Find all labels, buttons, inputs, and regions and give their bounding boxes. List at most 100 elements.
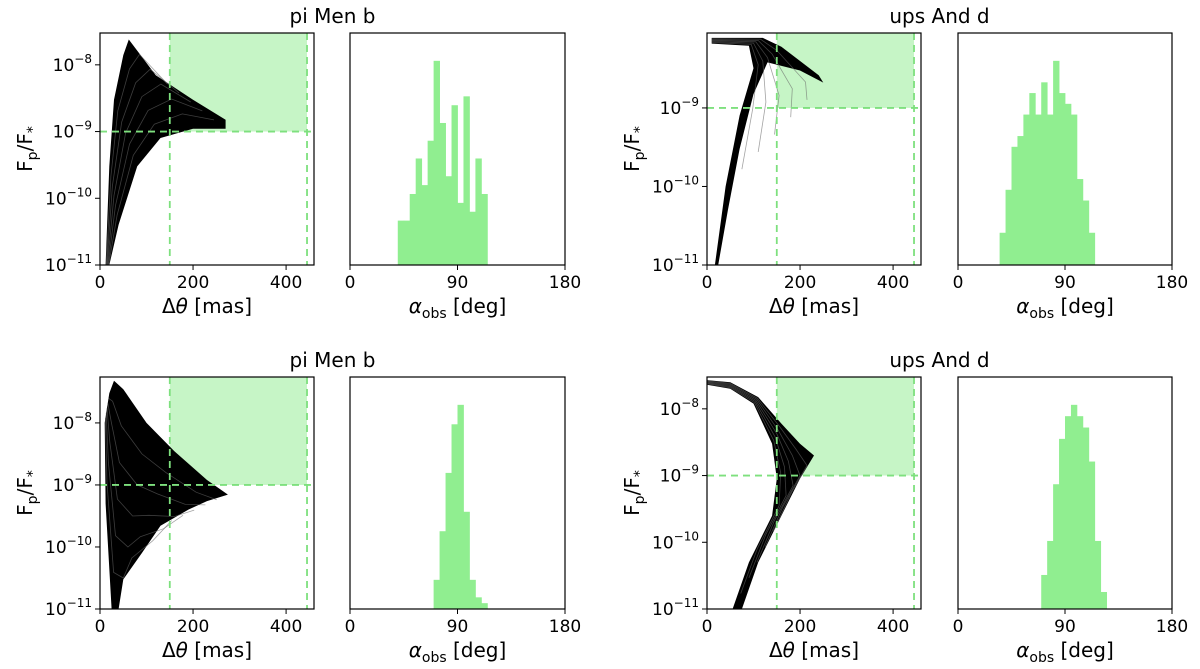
track-line bbox=[707, 383, 782, 594]
y-tick-label: 10−9 bbox=[53, 119, 92, 143]
x-tick-label: 0 bbox=[702, 273, 713, 293]
x-tick-label: 200 bbox=[784, 617, 816, 637]
track-line bbox=[106, 68, 180, 265]
y-tick-label: 10−11 bbox=[45, 596, 92, 620]
track-line bbox=[711, 42, 759, 170]
track-line bbox=[711, 39, 793, 118]
hist-bar bbox=[445, 472, 452, 609]
hist-bar bbox=[445, 176, 452, 265]
x-tick-label: 0 bbox=[345, 273, 356, 293]
x-tick-label: 180 bbox=[549, 273, 581, 293]
x-axis-label: Δθ [mas] bbox=[769, 294, 859, 318]
hist-bar bbox=[475, 597, 482, 609]
track-line bbox=[711, 41, 767, 152]
scatter-panel-0: 0 200 400 10−8 10−9 10−10 10−11 Δθ [mas] Fp/F* bbox=[13, 32, 315, 318]
y-tick-label: 10−11 bbox=[652, 596, 699, 620]
track-line bbox=[108, 397, 217, 501]
hist-bar bbox=[1065, 103, 1072, 266]
histogram-panel-3: 0 90 180 αobs [deg] bbox=[953, 376, 1188, 666]
y-tick-label: 10−10 bbox=[45, 534, 92, 558]
hist-bar bbox=[397, 220, 405, 265]
axes-frame bbox=[706, 32, 922, 266]
hist-bar bbox=[1088, 461, 1096, 609]
x-axis-label: αobs [deg] bbox=[409, 638, 507, 666]
x-axis-label: αobs [deg] bbox=[1016, 638, 1114, 666]
hist-bar bbox=[421, 185, 429, 265]
x-axis-label: Δθ [mas] bbox=[162, 638, 252, 662]
x-axis-label: αobs [deg] bbox=[1016, 294, 1114, 322]
hist-bar bbox=[1094, 540, 1102, 609]
track-line bbox=[107, 83, 191, 265]
hist-bar bbox=[1017, 136, 1024, 265]
y-axis-label: Fp/F* bbox=[620, 126, 648, 172]
detectable-region bbox=[776, 33, 915, 108]
hist-bar bbox=[439, 531, 446, 609]
track-line bbox=[105, 53, 168, 265]
axes-frame bbox=[99, 376, 315, 610]
hist-bar bbox=[439, 122, 446, 266]
orbit-tracks bbox=[104, 380, 228, 609]
hist-bar bbox=[1082, 200, 1090, 265]
hist-bar bbox=[1059, 438, 1066, 609]
hist-bar bbox=[1100, 591, 1108, 609]
x-tick-label: 0 bbox=[345, 617, 356, 637]
orbit-tracks bbox=[105, 39, 226, 265]
hist-bar bbox=[1041, 574, 1048, 609]
scatter-panel-1: 0 200 400 10−9 10−10 10−11 Δθ [mas] Fp/F* bbox=[620, 32, 922, 318]
histogram-panel-1: 0 90 180 αobs [deg] bbox=[953, 32, 1188, 322]
x-tick-label: 200 bbox=[177, 617, 209, 637]
x-tick-label: 90 bbox=[447, 617, 469, 637]
y-tick-label: 10−11 bbox=[652, 252, 699, 276]
histogram-panel-2: 0 90 180 αobs [deg] bbox=[345, 376, 581, 666]
hist-bar bbox=[1053, 484, 1060, 609]
hist-bar bbox=[1070, 114, 1078, 265]
track-line bbox=[106, 408, 195, 517]
x-tick-label: 0 bbox=[953, 617, 964, 637]
x-tick-label: 90 bbox=[1054, 273, 1076, 293]
y-tick-label: 10−8 bbox=[53, 410, 92, 434]
track-line bbox=[707, 382, 787, 579]
x-tick-label: 200 bbox=[177, 273, 209, 293]
hist-bar bbox=[1070, 404, 1078, 609]
hist-bar bbox=[999, 232, 1006, 265]
hist-bar bbox=[475, 158, 482, 265]
scatter-panel-2: 0 200 400 10−8 10−9 10−10 10−11 Δθ [mas] Fp/F* bbox=[13, 376, 315, 662]
hist-bar bbox=[463, 96, 470, 265]
hist-bar bbox=[1088, 232, 1096, 265]
hist-bar bbox=[1047, 540, 1054, 609]
y-axis-label: Fp/F* bbox=[13, 470, 41, 516]
x-axis-label: Δθ [mas] bbox=[769, 638, 859, 662]
hist-bar bbox=[427, 140, 435, 265]
x-tick-label: 400 bbox=[877, 617, 909, 637]
hist-bar bbox=[457, 202, 464, 265]
histogram-panel-0: 0 90 180 αobs [deg] bbox=[345, 32, 581, 322]
hist-bar bbox=[451, 105, 458, 265]
x-tick-label: 180 bbox=[1156, 273, 1188, 293]
detectable-region bbox=[169, 377, 308, 485]
hist-bar bbox=[409, 193, 417, 265]
y-tick-label: 10−10 bbox=[652, 173, 699, 197]
hist-bar bbox=[1011, 146, 1018, 265]
hist-bar bbox=[1065, 416, 1072, 609]
axes-frame bbox=[99, 32, 315, 266]
x-tick-label: 90 bbox=[1054, 617, 1076, 637]
track-line bbox=[107, 98, 203, 265]
x-tick-label: 200 bbox=[784, 273, 816, 293]
y-tick-label: 10−8 bbox=[660, 396, 699, 420]
panel-title: pi Men b bbox=[290, 348, 376, 372]
hist-bar bbox=[1035, 114, 1042, 265]
hist-bar bbox=[1029, 93, 1036, 265]
y-tick-label: 10−9 bbox=[660, 95, 699, 119]
track-line bbox=[108, 113, 215, 265]
hist-bar bbox=[451, 424, 458, 609]
y-tick-label: 10−11 bbox=[45, 252, 92, 276]
hist-bar bbox=[1076, 416, 1084, 609]
hist-bar bbox=[1053, 60, 1060, 266]
track-line bbox=[707, 381, 801, 547]
y-tick-label: 10−10 bbox=[652, 529, 699, 553]
y-tick-label: 10−9 bbox=[53, 472, 92, 496]
x-tick-label: 400 bbox=[270, 273, 302, 293]
panel-title: ups And d bbox=[889, 4, 989, 28]
hist-bar bbox=[1076, 179, 1084, 265]
hist-bar bbox=[415, 158, 423, 265]
